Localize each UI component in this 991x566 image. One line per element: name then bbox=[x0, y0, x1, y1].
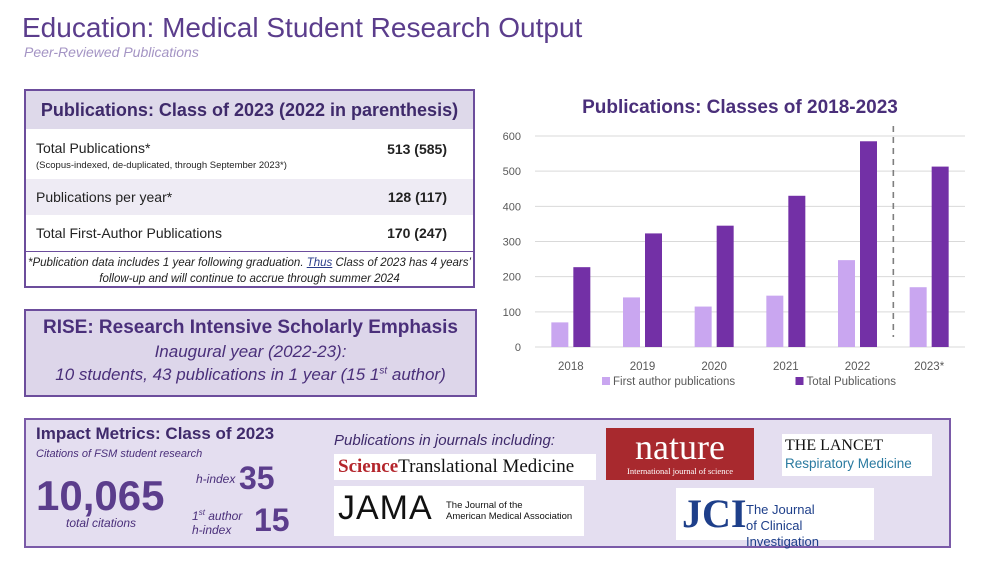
chart-title: Publications: Classes of 2018-2023 bbox=[582, 97, 898, 118]
jci-logo: JCI The Journal of Clinical Investigation bbox=[676, 488, 874, 549]
y-tick-label: 100 bbox=[503, 307, 521, 319]
row-value: 128 (117) bbox=[387, 189, 447, 205]
bar bbox=[838, 260, 855, 347]
publications-bar-chart: 0 100 200 300 400 500 600 2018 2019 2020 2021 2022 2… bbox=[503, 126, 965, 388]
impact-title: Impact Metrics: Class of 2023 bbox=[36, 424, 275, 443]
y-tick-label: 200 bbox=[503, 272, 521, 284]
jci-line1: The Journal bbox=[746, 502, 815, 517]
total-citations-value: 10,065 bbox=[36, 472, 165, 519]
jci-tagline: The Journal of Clinical Investigation bbox=[746, 502, 874, 550]
x-tick-label: 2019 bbox=[630, 361, 656, 373]
fa-label-sup: st bbox=[198, 508, 205, 517]
bar bbox=[573, 267, 591, 347]
y-tick-label: 400 bbox=[503, 201, 521, 213]
rise-line2-sup: st bbox=[379, 365, 388, 377]
bar bbox=[788, 195, 806, 347]
page-title: Education: Medical Student Research Outp… bbox=[22, 12, 583, 43]
science-translational-medicine-logo: ScienceTranslational Medicine bbox=[334, 454, 596, 480]
lancet-wordmark: THE LANCET bbox=[785, 437, 884, 454]
h-index-value: 35 bbox=[239, 460, 275, 496]
rise-line1: Inaugural year (2022-23): bbox=[154, 342, 347, 361]
x-tick-label: 2022 bbox=[845, 361, 871, 373]
rise-line2: 10 students, 43 publications in 1 year (… bbox=[26, 365, 475, 385]
bar bbox=[623, 297, 640, 347]
nature-tagline: International journal of science bbox=[627, 466, 733, 476]
jama-wordmark: JAMA bbox=[338, 489, 433, 527]
legend-label: First author publications bbox=[613, 376, 735, 388]
row-label: Total First-Author Publications bbox=[36, 225, 222, 241]
row-label: Publications per year* bbox=[36, 189, 173, 205]
jci-line2: of Clinical Investigation bbox=[746, 518, 819, 549]
stm-rest: Translational Medicine bbox=[398, 456, 575, 477]
table-row-total: Total Publications* (Scopus-indexed, de-… bbox=[26, 129, 473, 179]
journals-label: Publications in journals including: bbox=[334, 432, 555, 449]
fa-label-pre: 1 bbox=[192, 509, 199, 523]
nature-logo: nature International journal of science bbox=[606, 428, 754, 480]
footnote-text-rest: Class of 2023 has 4 years’ follow-up and… bbox=[99, 257, 472, 285]
footnote-text: *Publication data includes 1 year follow… bbox=[27, 257, 307, 269]
x-tick-label: 2021 bbox=[773, 361, 799, 373]
legend-swatch bbox=[795, 377, 804, 385]
table-row-per-year: Publications per year* 128 (117) bbox=[26, 179, 473, 215]
citations-label: Citations of FSM student research bbox=[36, 448, 203, 460]
rise-line2-text: 10 students, 43 publications in 1 year (… bbox=[55, 365, 380, 384]
bar bbox=[551, 322, 569, 347]
jama-line2: American Medical Association bbox=[446, 511, 573, 522]
first-author-h-index-label: 1st author h-index bbox=[192, 506, 242, 537]
x-tick-label: 2023* bbox=[914, 361, 945, 373]
table-footnote: *Publication data includes 1 year follow… bbox=[26, 251, 473, 287]
h-index-label: h-index bbox=[196, 472, 236, 486]
x-tick-label: 2020 bbox=[701, 361, 727, 373]
table-row-first-author: Total First-Author Publications 170 (247… bbox=[26, 215, 473, 251]
jama-line1: The Journal of the bbox=[446, 500, 523, 511]
lancet-subtitle: Respiratory Medicine bbox=[785, 456, 912, 471]
row-value: 170 (247) bbox=[387, 225, 447, 241]
row-value: 513 (585) bbox=[387, 141, 447, 157]
stm-science: Science bbox=[338, 456, 399, 477]
bar bbox=[766, 295, 784, 347]
y-tick-label: 500 bbox=[503, 166, 521, 178]
bar bbox=[931, 166, 949, 347]
legend-label: Total Publications bbox=[807, 376, 897, 388]
jama-logo: JAMA The Journal of the American Medical … bbox=[334, 486, 584, 536]
publications-table: Publications: Class of 2023 (2022 in par… bbox=[24, 89, 475, 288]
fa-label-line2: h-index bbox=[192, 523, 232, 537]
bar bbox=[716, 225, 734, 347]
rise-line2-end: author) bbox=[387, 365, 446, 384]
nature-wordmark: nature bbox=[635, 427, 725, 467]
total-citations-label: total citations bbox=[66, 516, 137, 530]
rise-title: RISE: Research Intensive Scholarly Empha… bbox=[42, 317, 458, 338]
jama-tagline: The Journal of the American Medical Assoc… bbox=[446, 500, 572, 522]
y-tick-label: 0 bbox=[515, 342, 521, 354]
impact-metrics-box: Impact Metrics: Class of 2023 Citations … bbox=[24, 418, 951, 549]
jci-wordmark: JCI bbox=[682, 491, 747, 536]
first-author-h-index-value: 15 bbox=[254, 502, 290, 538]
footnote-link[interactable]: Thus bbox=[306, 257, 333, 269]
bar bbox=[860, 141, 877, 347]
row-sublabel: (Scopus-indexed, de-duplicated, through … bbox=[36, 160, 287, 171]
y-tick-label: 600 bbox=[503, 131, 521, 143]
legend-swatch bbox=[602, 377, 610, 385]
lancet-logo: THE LANCET Respiratory Medicine bbox=[782, 434, 932, 476]
bar bbox=[909, 287, 927, 347]
bar bbox=[694, 306, 712, 347]
y-tick-label: 300 bbox=[503, 237, 521, 249]
page-subtitle: Peer-Reviewed Publications bbox=[24, 44, 199, 60]
bar bbox=[645, 233, 662, 347]
fa-label-post: author bbox=[204, 509, 243, 523]
publications-table-title: Publications: Class of 2023 (2022 in par… bbox=[26, 91, 473, 129]
row-label: Total Publications* bbox=[36, 140, 151, 156]
x-tick-label: 2018 bbox=[558, 361, 584, 373]
rise-box: RISE: Research Intensive Scholarly Empha… bbox=[24, 309, 477, 397]
